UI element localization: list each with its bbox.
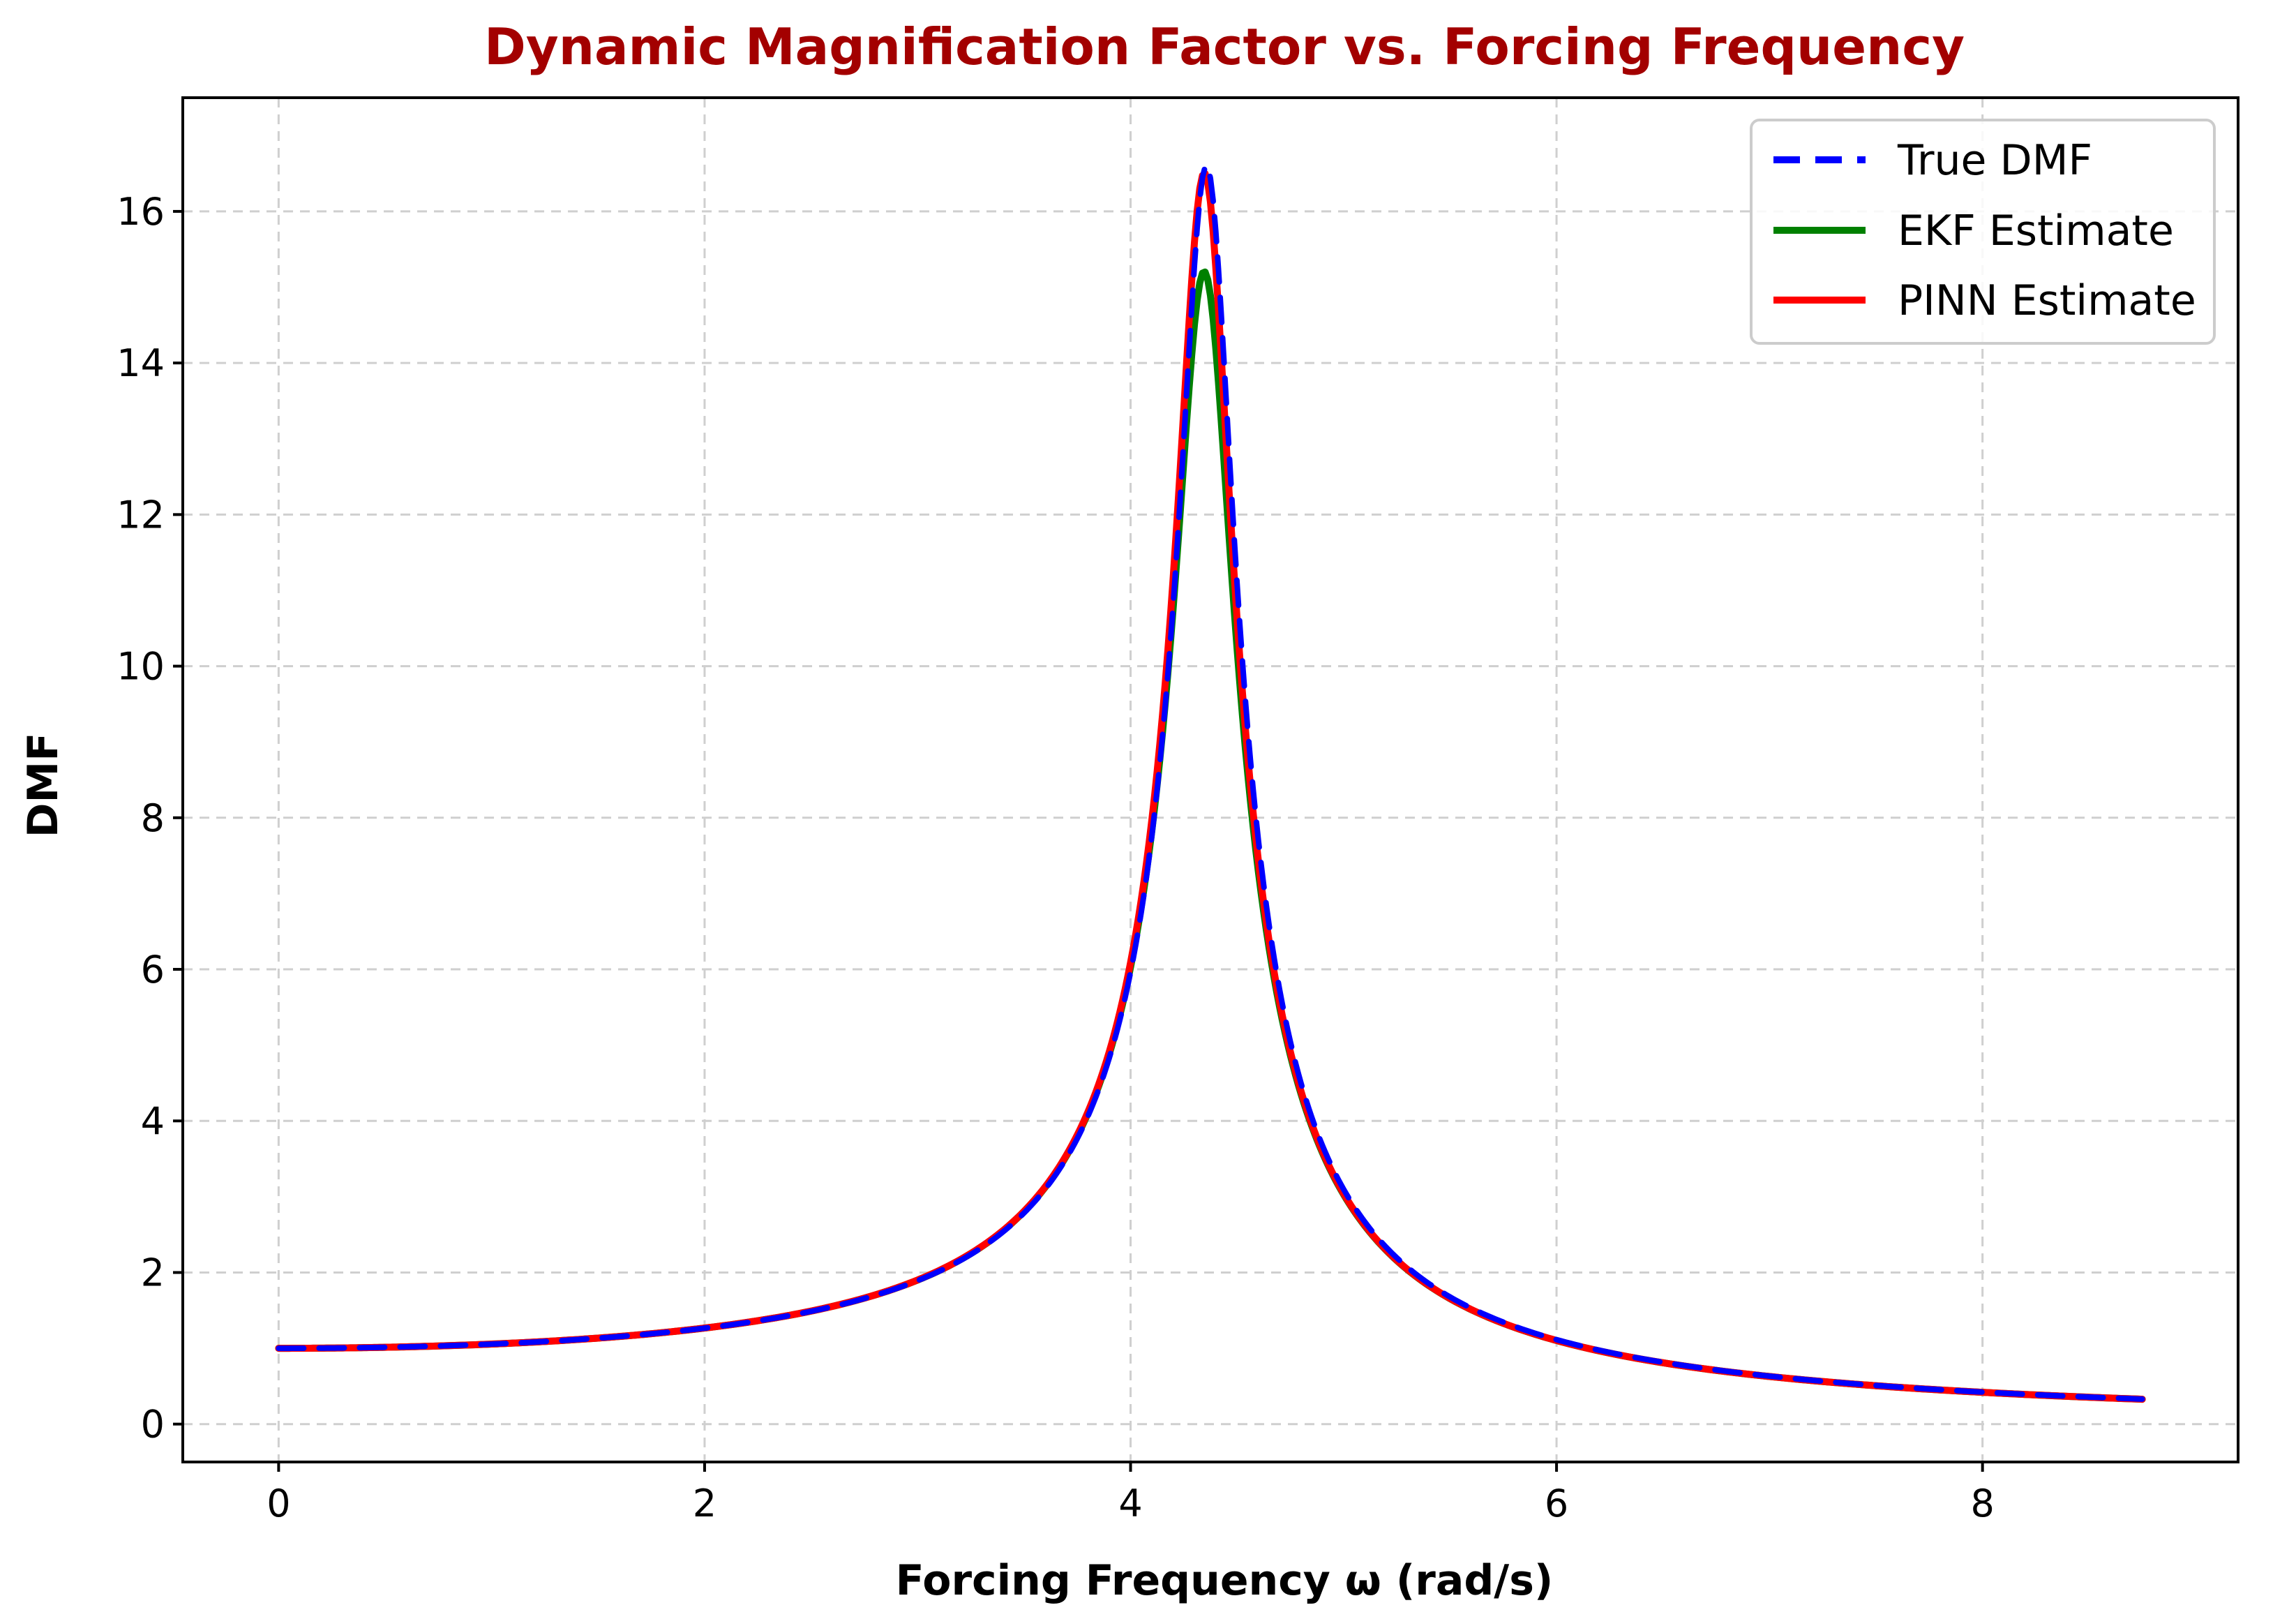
- y-tick-label: 8: [141, 796, 165, 840]
- series-line-ekf-estimate: [275, 268, 2146, 1403]
- axis-ticks: 0 2 4 6 8 0 2 4 6 8 10 12 14 16: [117, 190, 1995, 1525]
- y-axis-label: DMF: [19, 733, 68, 838]
- x-tick-label: 2: [693, 1482, 716, 1525]
- y-tick-label: 2: [141, 1251, 165, 1295]
- legend-box: [1750, 119, 2216, 345]
- x-tick-label: 0: [267, 1482, 290, 1525]
- legend: True DMF EKF Estimate PINN Estimate: [1750, 119, 2216, 345]
- y-tick-label: 14: [117, 341, 165, 385]
- plot-frame: [181, 96, 2239, 1463]
- y-tick-label: 16: [117, 190, 165, 234]
- y-tick-label: 10: [117, 645, 165, 689]
- y-tick-label: 0: [141, 1403, 165, 1447]
- x-axis-label: Forcing Frequency ω (rad/s): [896, 1556, 1554, 1605]
- legend-label-pinn: PINN Estimate: [1898, 276, 2196, 325]
- y-tick-label: 4: [141, 1099, 165, 1143]
- series-line-pinn-estimate: [275, 170, 2146, 1403]
- chart-title: Dynamic Magnification Factor vs. Forcing…: [484, 17, 1965, 76]
- series-line-true-dmf: [276, 163, 2145, 1402]
- x-tick-label: 8: [1970, 1482, 1994, 1525]
- y-tick-label: 6: [141, 948, 165, 992]
- series-lines: [275, 163, 2146, 1403]
- x-tick-label: 6: [1545, 1482, 1568, 1525]
- legend-label-true-dmf: True DMF: [1897, 136, 2092, 185]
- legend-label-ekf: EKF Estimate: [1898, 207, 2174, 255]
- y-tick-label: 12: [117, 493, 165, 537]
- x-tick-label: 4: [1118, 1482, 1142, 1525]
